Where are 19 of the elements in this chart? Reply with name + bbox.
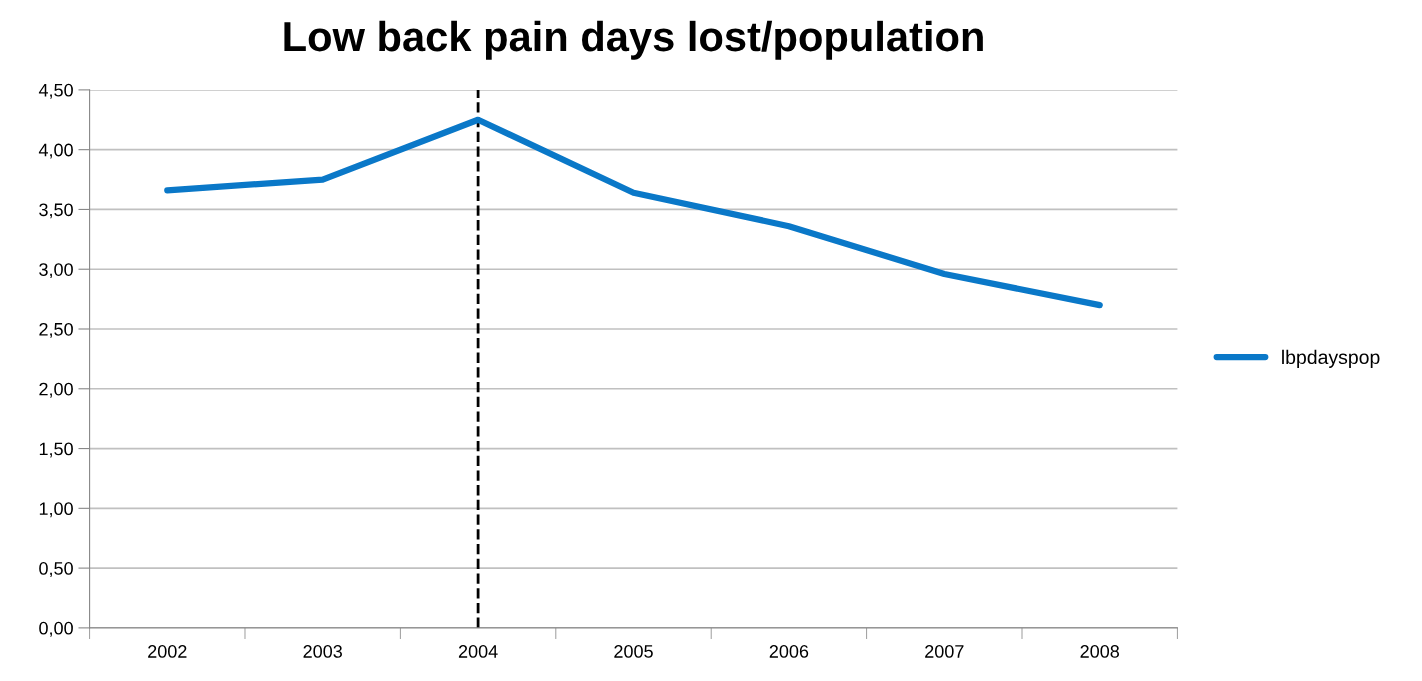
y-tick-label: 0,50 (39, 562, 73, 577)
x-tick-label: 2007 (925, 645, 964, 658)
x-tick-label: 2004 (458, 645, 498, 658)
y-tick-label: 1,50 (39, 442, 73, 458)
y-tick-label: 3,00 (39, 263, 73, 279)
x-tick-label: 2006 (769, 645, 809, 658)
x-tick-label: 2003 (303, 645, 342, 658)
y-tick-label: 1,00 (39, 502, 73, 518)
x-tick-label: 2005 (614, 645, 653, 658)
legend-label: lbpdayspop (1282, 349, 1380, 368)
y-tick-label: 2,50 (39, 322, 73, 338)
y-tick-label: 4,50 (38, 83, 73, 99)
x-tick-label: 2002 (148, 645, 187, 658)
y-tick-label: 4,00 (38, 143, 73, 159)
y-tick-label: 2,00 (39, 382, 73, 398)
y-tick-label: 3,50 (39, 203, 73, 219)
chart-title: Low back pain days lost/population (284, 20, 983, 60)
y-tick-label: 0,00 (39, 621, 73, 637)
x-tick-label: 2008 (1080, 645, 1120, 658)
